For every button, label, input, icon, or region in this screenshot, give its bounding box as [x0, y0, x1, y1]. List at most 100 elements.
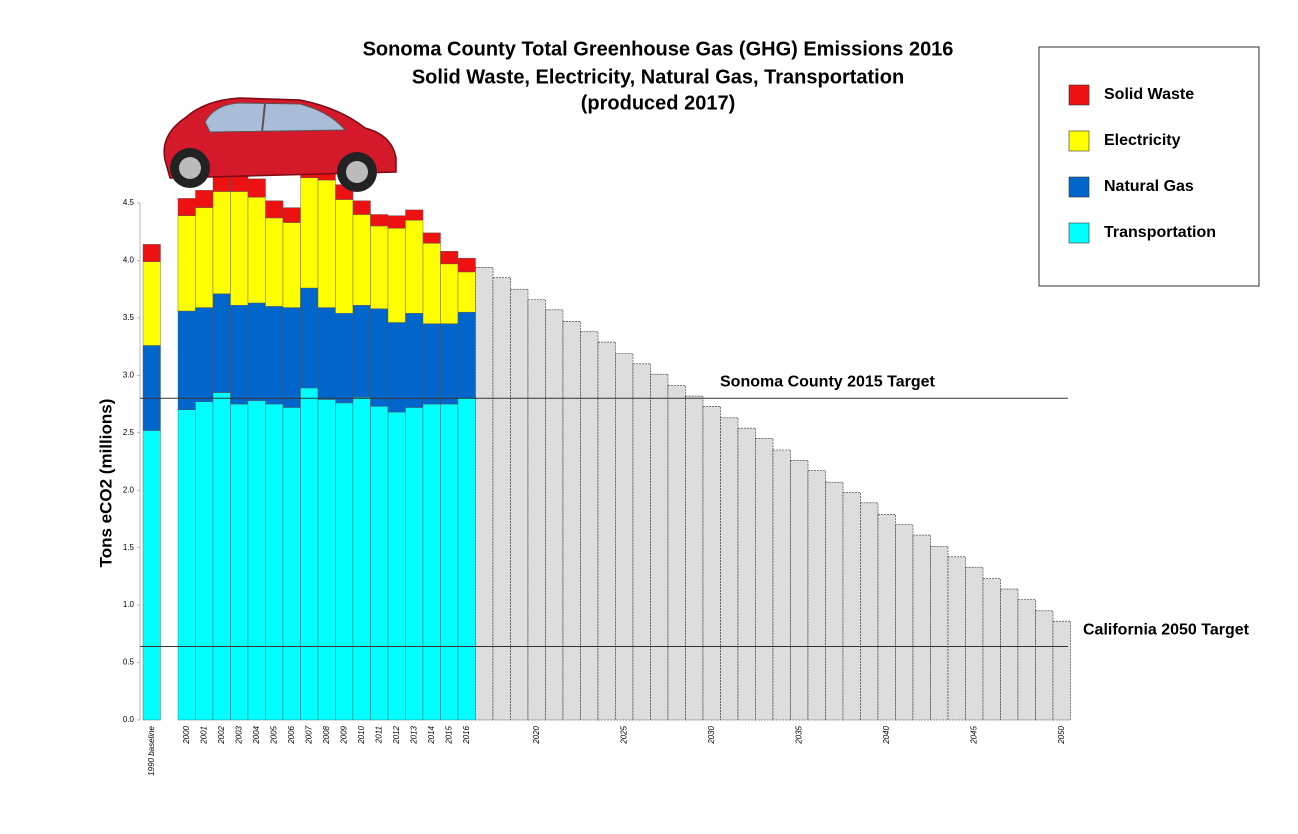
- bar-segment: [405, 407, 424, 721]
- bar-segment: [142, 430, 161, 721]
- bar-segment: [405, 220, 424, 314]
- y-tick-label: 4.0: [123, 256, 135, 265]
- projection-bar: [562, 321, 581, 721]
- bar-segment: [142, 345, 161, 431]
- projection-bar: [912, 534, 931, 721]
- projection-bar: [947, 556, 966, 721]
- car-hub: [346, 161, 368, 183]
- bar-segment: [282, 222, 301, 308]
- x-tick-label: 2008: [322, 725, 331, 744]
- projection-bar: [755, 438, 774, 721]
- chart-title: Sonoma County Total Greenhouse Gas (GHG)…: [363, 38, 954, 60]
- projection-bar: [772, 449, 791, 721]
- x-tick-label: 2003: [234, 725, 243, 744]
- x-tick-label: 2015: [444, 725, 453, 744]
- plot: 0.0 0.5 1.0 1.5 2.0 2.5 3.0 3.5 4.0 4.5 1990 basel…: [123, 163, 1250, 776]
- bar-segment: [352, 305, 371, 398]
- projection-bar: [1035, 610, 1054, 721]
- y-tick-label: 1.5: [123, 543, 135, 552]
- bar-segment: [440, 403, 459, 721]
- x-tick-label: 2040: [882, 725, 891, 744]
- car-illustration: [163, 97, 397, 192]
- projection-bar: [650, 373, 669, 721]
- x-tick-label: 2010: [357, 725, 366, 744]
- bar-segment: [387, 215, 406, 229]
- bar-segment: [212, 293, 231, 393]
- x-tick-label: 2002: [217, 725, 226, 744]
- bar-segment: [317, 399, 336, 721]
- projection-bar: [685, 395, 704, 721]
- bar-segment: [457, 311, 476, 399]
- x-tick-label: 2000: [182, 725, 191, 744]
- bar-segment: [352, 396, 371, 721]
- bar-segment: [230, 175, 249, 192]
- projection-bar: [527, 299, 546, 721]
- projection-bar: [982, 578, 1001, 721]
- bar-segment: [440, 251, 459, 265]
- y-tick-label: 2.5: [123, 428, 135, 437]
- projection-bar: [895, 524, 914, 721]
- projection-bar: [930, 546, 949, 721]
- x-tick-label: 2045: [969, 725, 978, 744]
- x-tick-label: 2014: [427, 725, 436, 744]
- bar-segment: [265, 217, 284, 307]
- bar-segment: [265, 403, 284, 721]
- bar-segment: [212, 191, 231, 294]
- x-tick-label: 2009: [339, 725, 348, 744]
- x-tick-label: 2035: [794, 725, 803, 744]
- bar-segment: [440, 323, 459, 405]
- bar-segment: [422, 323, 441, 405]
- bar-segment: [247, 302, 266, 401]
- x-tick-label: 2012: [392, 725, 401, 744]
- projection-bar: [825, 481, 844, 721]
- legend-swatch: [1068, 176, 1090, 198]
- legend-box: [1038, 46, 1260, 287]
- bar-segment: [247, 178, 266, 198]
- bar-segment: [422, 243, 441, 324]
- x-tick-label: 2001: [199, 726, 208, 745]
- bar-segment: [265, 200, 284, 219]
- projection-bar: [1052, 620, 1071, 721]
- bar-segment: [300, 387, 319, 721]
- legend-label: Solid Waste: [1104, 86, 1194, 103]
- bar-segment: [300, 177, 319, 289]
- x-tick-label: 2025: [619, 725, 628, 744]
- bar-segment: [195, 307, 214, 402]
- projection-bar: [510, 288, 529, 721]
- bar-segment: [370, 214, 389, 227]
- bar-segment: [457, 257, 476, 273]
- projection-bar: [720, 417, 739, 721]
- projection-bar: [475, 267, 494, 721]
- y-tick-label: 3.5: [123, 313, 135, 322]
- legend-swatch: [1068, 130, 1090, 152]
- x-tick-label: 2011: [374, 726, 383, 744]
- x-tick-label: 1990 baseline: [147, 725, 156, 775]
- bar-segment: [457, 398, 476, 721]
- car-hub: [179, 157, 201, 179]
- projection-bar: [597, 341, 616, 721]
- projection-bar: [702, 406, 721, 721]
- x-tick-label: 2004: [252, 725, 261, 744]
- bar-segment: [142, 244, 161, 262]
- chart-subtitle: (produced 2017): [581, 92, 735, 114]
- bar-segment: [212, 392, 231, 721]
- y-tick-label: 1.0: [123, 600, 135, 609]
- projection-bar: [1017, 599, 1036, 721]
- legend-label: Electricity: [1104, 132, 1181, 149]
- x-tick-label: 2030: [707, 725, 716, 744]
- bar-segment: [352, 200, 371, 215]
- bar-segment: [422, 403, 441, 721]
- bar-segment: [300, 287, 319, 389]
- bar-segment: [230, 305, 249, 405]
- chart-subtitle: Solid Waste, Electricity, Natural Gas, T…: [412, 66, 904, 88]
- x-tick-label: 2006: [287, 725, 296, 744]
- projection-bar: [667, 385, 686, 721]
- bar-segment: [405, 209, 424, 221]
- bar-segment: [177, 310, 196, 410]
- x-tick-label: 2013: [409, 725, 418, 744]
- bar-segment: [335, 199, 354, 314]
- target-label: California 2050 Target: [1083, 622, 1250, 639]
- car-window: [204, 102, 347, 133]
- x-tick-label: 2005: [269, 725, 278, 744]
